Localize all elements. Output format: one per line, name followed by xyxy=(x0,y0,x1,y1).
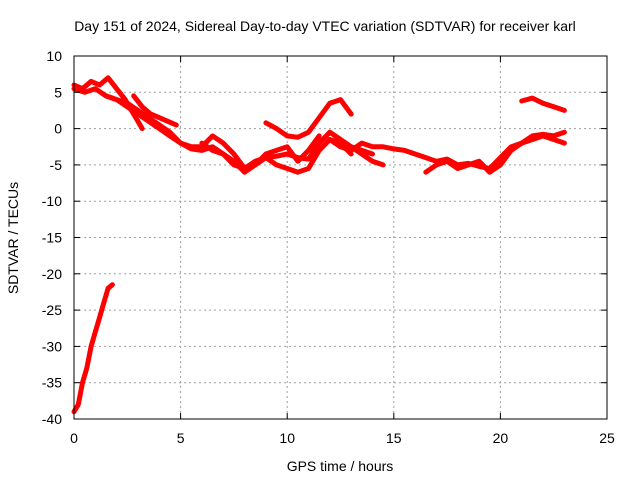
y-tick-label: 0 xyxy=(54,121,62,137)
x-tick-label: 0 xyxy=(70,430,78,446)
x-tick-label: 20 xyxy=(493,430,509,446)
x-tick-label: 15 xyxy=(386,430,402,446)
series-arc-5 xyxy=(199,137,354,175)
y-tick-label: -35 xyxy=(42,375,62,391)
y-tick-label: -30 xyxy=(42,338,62,354)
y-tick-label: 5 xyxy=(54,84,62,100)
y-tick-label: -25 xyxy=(42,302,62,318)
x-tick-label: 5 xyxy=(177,430,185,446)
y-tick-label: 10 xyxy=(46,48,62,64)
y-tick-label: -10 xyxy=(42,193,62,209)
series-arc-8 xyxy=(348,144,386,168)
y-tick-label: -5 xyxy=(50,157,63,173)
x-tick-label: 25 xyxy=(599,430,615,446)
series-arc-11 xyxy=(519,95,567,113)
chart-title: Day 151 of 2024, Sidereal Day-to-day VTE… xyxy=(74,18,576,34)
series-layer xyxy=(71,75,567,415)
series-arc-10 xyxy=(487,133,567,171)
y-axis-label: SDTVAR / TECUs xyxy=(5,182,21,294)
series-arc-3 xyxy=(103,93,322,171)
tick-label-layer: 0 5 10 15 20 25 10 5 0 -5 -10 -15 -20 -25 -30 -35 -40 xyxy=(42,48,615,446)
x-axis-label: GPS time / hours xyxy=(287,458,394,474)
tick-layer xyxy=(73,55,608,420)
grid xyxy=(74,56,607,419)
series-arc-2 xyxy=(71,75,145,132)
y-tick-label: -20 xyxy=(42,266,62,282)
y-tick-label: -15 xyxy=(42,230,62,246)
y-tick-label: -40 xyxy=(42,411,62,427)
series-arc-4 xyxy=(131,93,179,128)
x-tick-label: 10 xyxy=(279,430,295,446)
series-arc-6 xyxy=(263,97,354,140)
series-arc-12 xyxy=(71,282,115,415)
